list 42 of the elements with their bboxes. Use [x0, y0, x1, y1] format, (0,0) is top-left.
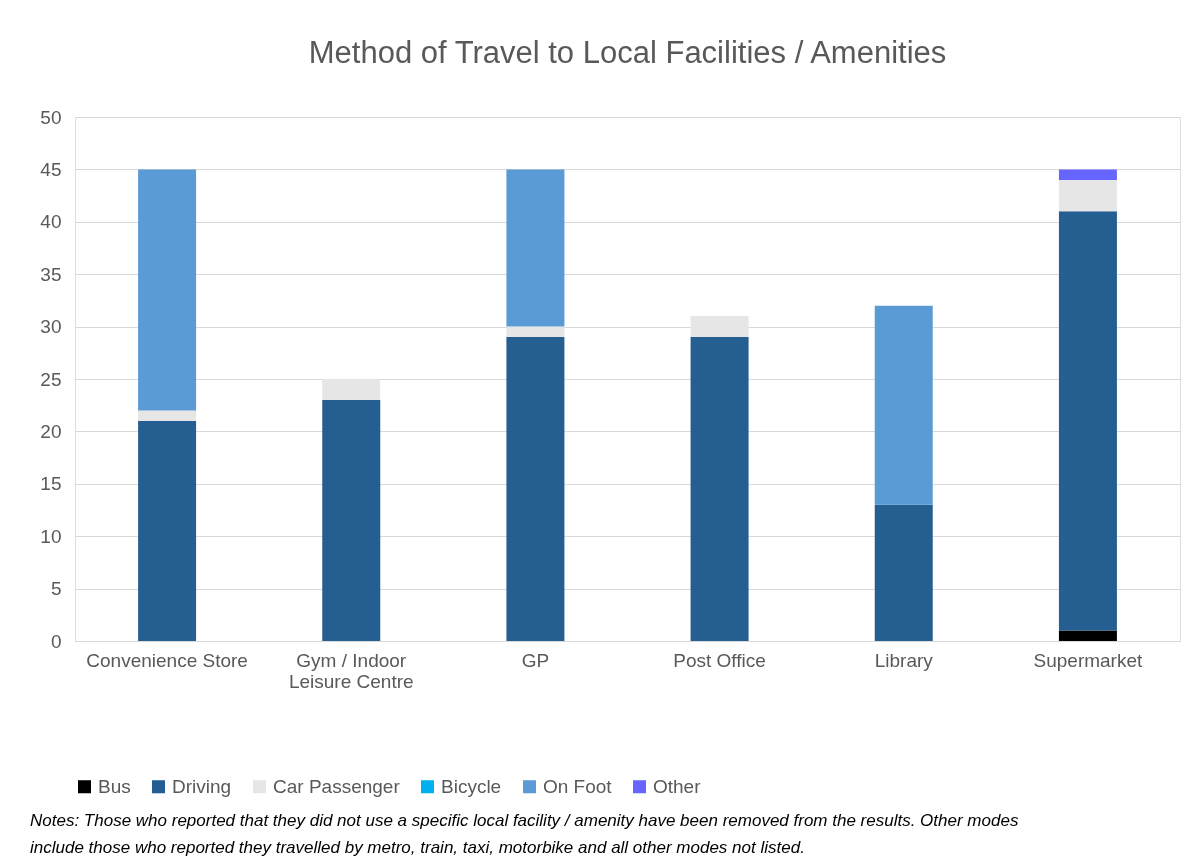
x-tick-label: Post Office [673, 649, 766, 671]
y-tick-label: 30 [40, 316, 62, 338]
x-tick-label: Gym / Indoor Leisure Centre [288, 649, 414, 692]
y-tick-label: 10 [40, 525, 62, 547]
y-tick-label: 5 [50, 578, 62, 600]
legend-label: Car Passenger [273, 775, 401, 797]
x-tick-label: Supermarket [1033, 649, 1144, 671]
bar [138, 169, 197, 411]
bar [506, 326, 565, 338]
x-tick-label: Convenience Store [86, 649, 248, 671]
y-tick-label: 35 [40, 263, 62, 285]
y-tick-label: 0 [50, 630, 62, 652]
y-tick-label: 40 [40, 211, 62, 233]
legend-label: On Foot [543, 775, 613, 797]
legend-label: Other [653, 775, 702, 797]
bar [1058, 211, 1117, 631]
x-tick-label: Library [874, 649, 934, 671]
chart-title: Method of Travel to Local Facilities / Amenities [308, 35, 947, 70]
y-tick-label: 20 [40, 420, 62, 442]
bar [1058, 169, 1117, 180]
bar [322, 399, 381, 641]
bar [1058, 179, 1117, 212]
legend-label: Driving [172, 775, 232, 797]
bar [874, 504, 933, 641]
bar [506, 337, 565, 641]
bar [138, 420, 197, 641]
bar [322, 379, 381, 400]
bar [1058, 630, 1117, 641]
y-tick-label: 15 [40, 473, 62, 495]
bar [506, 169, 565, 327]
y-tick-label: 45 [40, 158, 62, 180]
bar [690, 337, 749, 641]
bar [138, 410, 197, 421]
legend-label: Bicycle [441, 775, 502, 797]
x-tick-label: GP [521, 649, 550, 671]
text: Notes: Those who reported that they did not use a specific local facility / amenity have been removed from the results. Other modes [30, 811, 1019, 830]
y-tick-label: 25 [40, 368, 62, 390]
bar [874, 305, 933, 505]
bar [690, 316, 749, 338]
text: include those who reported they travelled by metro, train, taxi, motorbike and all other modes not listed. [30, 838, 805, 857]
legend-label: Bus [98, 775, 131, 797]
y-tick-label: 50 [40, 106, 62, 128]
